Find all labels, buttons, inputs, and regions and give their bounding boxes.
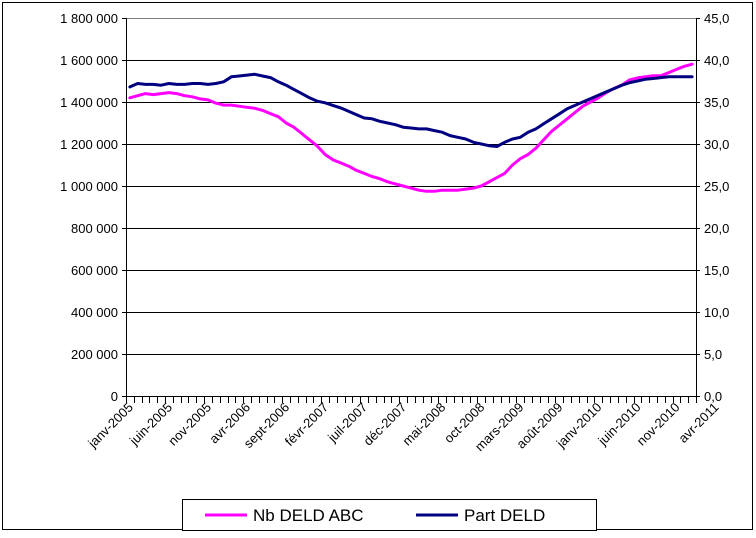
y-right-tick-label: 15,0 [704,263,729,278]
y-left-tick-label: 800 000 [71,221,118,236]
y-right-tick-label: 45,0 [704,11,729,26]
series-line-part-deld [128,72,694,148]
y-left-tick-label: 200 000 [71,347,118,362]
y-right-tick-label: 5,0 [704,347,722,362]
y-right-tick-label: 30,0 [704,137,729,152]
y-left-tick-label: 400 000 [71,305,118,320]
legend-box [182,499,597,531]
y-left-tick-label: 1 000 000 [60,179,118,194]
y-left-tick-label: 1 800 000 [60,11,118,26]
y-left-tick-label: 1 600 000 [60,53,118,68]
y-left-tick-label: 0 [111,389,118,404]
legend-label-part-deld: Part DELD [464,506,545,525]
series-lines [128,62,694,193]
y-right-tick-label: 40,0 [704,53,729,68]
y-left-tick-label: 1 200 000 [60,137,118,152]
y-right-tick-label: 20,0 [704,221,729,236]
y-left-tick-label: 1 400 000 [60,95,118,110]
y-right-tick-label: 25,0 [704,179,729,194]
chart-area-border [2,2,753,530]
y-left-tick-label: 600 000 [71,263,118,278]
y-right-tick-label: 0,0 [704,389,722,404]
legend: Nb DELD ABC Part DELD [182,499,597,531]
y-right-tick-label: 10,0 [704,305,729,320]
series-line-nb-deld-abc [128,62,694,193]
y-right-tick-label: 35,0 [704,95,729,110]
legend-label-nb-deld-abc: Nb DELD ABC [253,506,364,525]
gridlines [126,60,696,355]
